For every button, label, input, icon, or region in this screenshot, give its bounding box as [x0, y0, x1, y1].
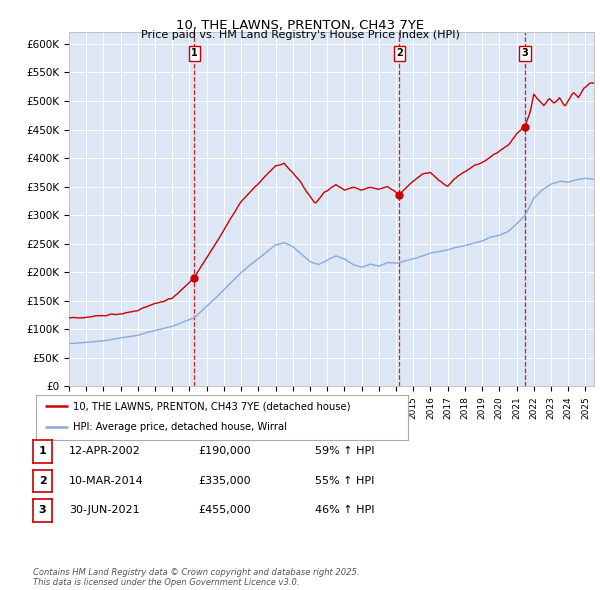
Text: 46% ↑ HPI: 46% ↑ HPI [315, 506, 374, 515]
Text: 10, THE LAWNS, PRENTON, CH43 7YE (detached house): 10, THE LAWNS, PRENTON, CH43 7YE (detach… [73, 401, 350, 411]
Text: 1: 1 [191, 48, 197, 58]
Text: HPI: Average price, detached house, Wirral: HPI: Average price, detached house, Wirr… [73, 422, 287, 432]
Text: 3: 3 [521, 48, 529, 58]
Text: 30-JUN-2021: 30-JUN-2021 [69, 506, 140, 515]
Text: 2: 2 [39, 476, 46, 486]
Text: 55% ↑ HPI: 55% ↑ HPI [315, 476, 374, 486]
Text: Contains HM Land Registry data © Crown copyright and database right 2025.
This d: Contains HM Land Registry data © Crown c… [33, 568, 359, 587]
Text: 3: 3 [39, 506, 46, 515]
Text: 12-APR-2002: 12-APR-2002 [69, 447, 141, 456]
Text: £335,000: £335,000 [198, 476, 251, 486]
Text: 2: 2 [396, 48, 403, 58]
Text: £190,000: £190,000 [198, 447, 251, 456]
Text: 10, THE LAWNS, PRENTON, CH43 7YE: 10, THE LAWNS, PRENTON, CH43 7YE [176, 19, 424, 32]
Text: 10-MAR-2014: 10-MAR-2014 [69, 476, 144, 486]
Text: 59% ↑ HPI: 59% ↑ HPI [315, 447, 374, 456]
Text: 1: 1 [39, 447, 46, 456]
Text: Price paid vs. HM Land Registry's House Price Index (HPI): Price paid vs. HM Land Registry's House … [140, 30, 460, 40]
Text: £455,000: £455,000 [198, 506, 251, 515]
